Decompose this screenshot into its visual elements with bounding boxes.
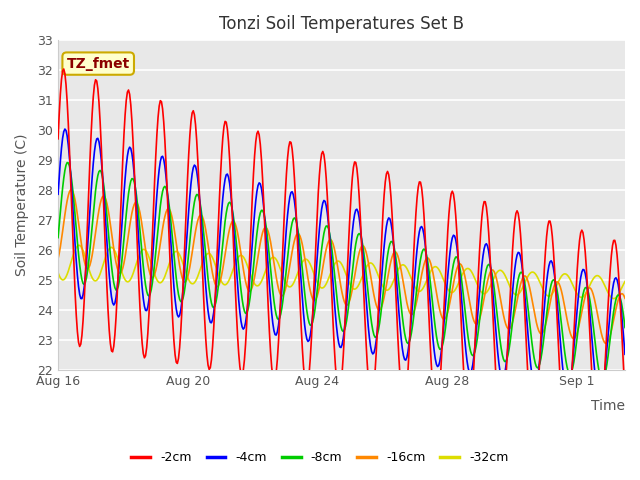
Text: Time: Time	[591, 399, 625, 413]
Text: TZ_fmet: TZ_fmet	[67, 57, 130, 71]
Y-axis label: Soil Temperature (C): Soil Temperature (C)	[15, 133, 29, 276]
Legend: -2cm, -4cm, -8cm, -16cm, -32cm: -2cm, -4cm, -8cm, -16cm, -32cm	[127, 446, 513, 469]
Title: Tonzi Soil Temperatures Set B: Tonzi Soil Temperatures Set B	[219, 15, 464, 33]
